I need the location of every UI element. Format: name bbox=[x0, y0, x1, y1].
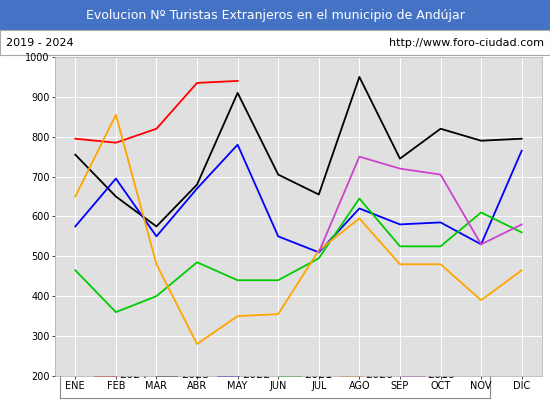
Legend: 2024, 2023, 2022, 2021, 2020, 2019: 2024, 2023, 2022, 2021, 2020, 2019 bbox=[90, 366, 460, 385]
Text: 2019 - 2024: 2019 - 2024 bbox=[6, 38, 73, 48]
Text: Evolucion Nº Turistas Extranjeros en el municipio de Andújar: Evolucion Nº Turistas Extranjeros en el … bbox=[86, 8, 464, 22]
Text: http://www.foro-ciudad.com: http://www.foro-ciudad.com bbox=[389, 38, 544, 48]
